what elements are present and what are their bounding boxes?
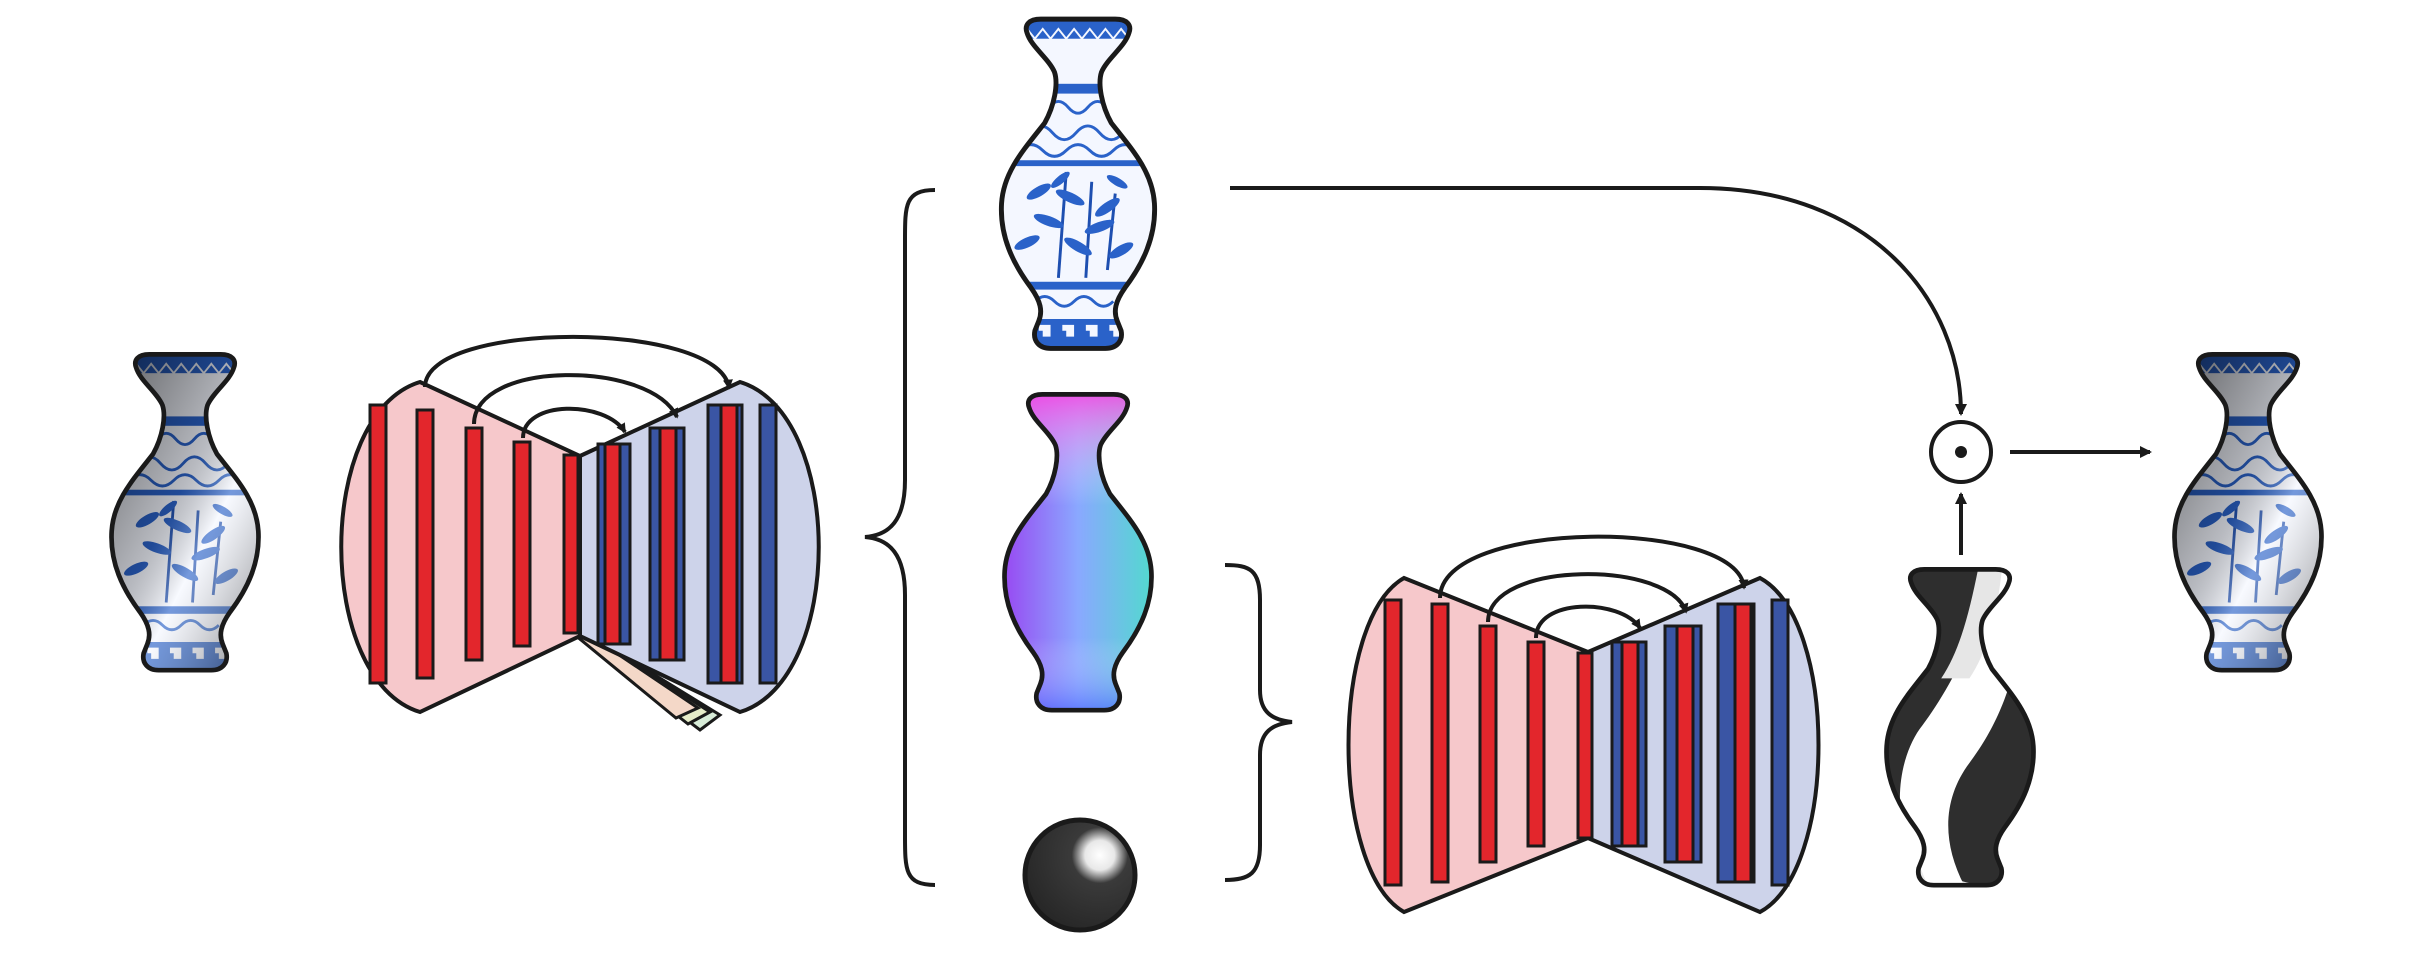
- product-operator: [1929, 420, 1993, 484]
- shading-decoder-layers: [1610, 598, 1790, 887]
- shading-network: [1346, 534, 1821, 915]
- input-vase-image: [100, 351, 269, 680]
- lighting-sphere-image: [1022, 817, 1138, 933]
- decoder-layers: [596, 403, 778, 685]
- albedo-vase-image: [990, 15, 1166, 358]
- normals-vase-image: [993, 391, 1162, 720]
- skip-connections: [423, 334, 733, 439]
- encoder-layers: [368, 403, 580, 685]
- shading-encoder-layers: [1383, 598, 1594, 887]
- albedo-to-product-arrow: [1230, 186, 1967, 416]
- shading-vase-image: [1875, 566, 2044, 895]
- reconstructed-vase-image: [2163, 351, 2332, 680]
- shading-skip-connections: [1438, 534, 1749, 639]
- outputs-brace: [864, 188, 936, 887]
- shading-inputs-brace: [1224, 563, 1293, 882]
- flow-arrows: [1230, 186, 2152, 555]
- decomposition-network: [339, 334, 821, 732]
